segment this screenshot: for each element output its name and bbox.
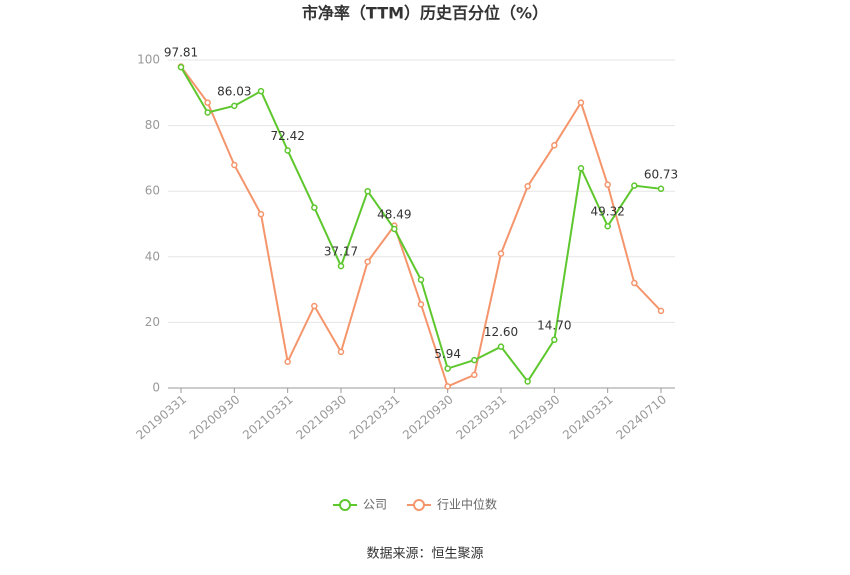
point xyxy=(311,302,318,310)
data-label: 86.03 xyxy=(217,84,251,98)
x-tick-label: 20240331 xyxy=(560,392,616,442)
point xyxy=(391,225,398,233)
point xyxy=(471,356,478,364)
data-label: 60.73 xyxy=(644,167,678,181)
point xyxy=(337,262,345,270)
data-label: 72.42 xyxy=(270,129,304,143)
data-label: 48.49 xyxy=(377,207,411,221)
legend-label: 公司 xyxy=(363,498,387,512)
point xyxy=(497,343,505,350)
x-tick-label: 20210331 xyxy=(240,392,296,442)
x-tick-label: 20230331 xyxy=(453,392,509,442)
point xyxy=(364,258,371,265)
point xyxy=(257,210,265,218)
data-label: 97.81 xyxy=(164,46,198,60)
x-tick-label: 20220331 xyxy=(347,392,403,442)
x-tick-label: 20240710 xyxy=(613,392,669,442)
point xyxy=(631,279,638,287)
point xyxy=(604,222,611,230)
legend-label: 行业中位数 xyxy=(437,497,497,512)
point xyxy=(631,182,638,189)
y-tick-label: 100 xyxy=(137,53,160,67)
data-label: 12.60 xyxy=(484,325,518,339)
x-tick-label: 20230930 xyxy=(507,392,563,442)
data-label: 14.70 xyxy=(537,318,571,332)
point xyxy=(444,383,451,390)
point xyxy=(471,371,478,379)
point xyxy=(284,358,291,366)
point xyxy=(177,63,185,71)
data-label: 49.32 xyxy=(590,205,624,219)
point xyxy=(364,187,371,195)
x-tick-label: 20220930 xyxy=(400,392,456,442)
point xyxy=(284,147,291,154)
legend-marker xyxy=(339,499,351,511)
point xyxy=(551,142,558,149)
point xyxy=(417,301,425,308)
point xyxy=(551,336,558,344)
point xyxy=(577,164,585,172)
x-tick-label: 20190331 xyxy=(133,392,189,442)
point xyxy=(444,365,451,372)
point xyxy=(311,204,318,211)
y-tick-label: 60 xyxy=(145,184,160,198)
y-tick-label: 80 xyxy=(145,118,160,132)
point xyxy=(604,181,611,188)
data-label: 5.94 xyxy=(434,347,461,361)
x-tick-label: 20200930 xyxy=(187,392,243,442)
source: 数据来源：恒生聚源 xyxy=(366,547,483,562)
series-line xyxy=(180,65,662,388)
point xyxy=(417,276,425,284)
legend-marker xyxy=(413,499,425,511)
chart-title: 市净率（TTM）历史百分位（%） xyxy=(302,4,548,23)
point xyxy=(337,348,345,356)
x-tick-label: 20210930 xyxy=(293,392,349,442)
point xyxy=(204,99,211,106)
data-label: 37.17 xyxy=(324,245,358,259)
point xyxy=(524,378,531,385)
point xyxy=(524,183,531,190)
point xyxy=(231,102,238,110)
y-tick-label: 20 xyxy=(145,315,160,329)
y-tick-label: 0 xyxy=(152,381,160,395)
point xyxy=(657,185,665,193)
point xyxy=(231,161,238,169)
point xyxy=(204,109,211,116)
point xyxy=(257,87,265,95)
series-line xyxy=(180,66,662,384)
point xyxy=(657,307,665,315)
y-tick-label: 40 xyxy=(145,249,160,263)
point xyxy=(497,250,505,257)
point xyxy=(577,99,585,106)
